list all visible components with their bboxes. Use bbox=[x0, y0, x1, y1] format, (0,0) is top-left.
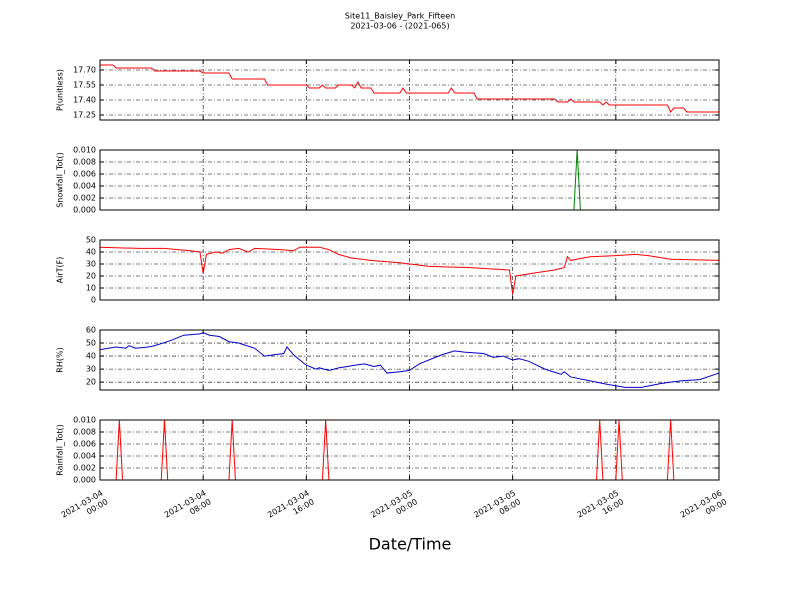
y-tick-label: 17.40 bbox=[73, 96, 96, 105]
data-line bbox=[99, 246, 720, 295]
x-tick-label: 2021-03-0600:00 bbox=[678, 488, 728, 528]
y-axis-label: AirT(F) bbox=[56, 257, 65, 284]
y-tick-label: 0.000 bbox=[73, 476, 96, 485]
y-tick-label: 0.008 bbox=[73, 428, 96, 437]
x-tick-label: 2021-03-0400:00 bbox=[59, 488, 109, 528]
y-tick-label: 0.006 bbox=[73, 440, 96, 449]
x-tick-label: 2021-03-0416:00 bbox=[266, 488, 316, 528]
y-tick-label: 0.010 bbox=[73, 146, 96, 155]
axes-frame bbox=[99, 59, 720, 121]
axes-frame bbox=[99, 329, 720, 391]
x-axis-label: Date/Time bbox=[369, 535, 452, 554]
y-tick-label: 0.008 bbox=[73, 158, 96, 167]
y-tick-label: 0.000 bbox=[73, 206, 96, 215]
y-tick-label: 0.004 bbox=[73, 452, 96, 461]
y-tick-label: 60 bbox=[86, 326, 96, 335]
data-line bbox=[99, 332, 720, 388]
y-axis-label: RH(%) bbox=[56, 347, 65, 372]
y-tick-label: 30 bbox=[86, 260, 96, 269]
y-tick-label: 0.010 bbox=[73, 416, 96, 425]
y-axis-label: P(unitless) bbox=[56, 69, 65, 111]
y-tick-label: 17.70 bbox=[73, 66, 96, 75]
axes-frame bbox=[99, 149, 720, 211]
y-tick-label: 40 bbox=[86, 352, 96, 361]
y-tick-label: 50 bbox=[86, 339, 96, 348]
y-tick-label: 0.002 bbox=[73, 464, 96, 473]
data-line bbox=[100, 64, 719, 113]
y-tick-label: 30 bbox=[86, 365, 96, 374]
y-tick-label: 17.55 bbox=[73, 81, 96, 90]
y-tick-label: 0.002 bbox=[73, 194, 96, 203]
x-tick-label: 2021-03-0408:00 bbox=[163, 488, 213, 528]
y-tick-label: 0 bbox=[91, 296, 96, 305]
y-axis-label: Rainfall_Tot() bbox=[56, 424, 65, 476]
y-tick-label: 0.004 bbox=[73, 182, 96, 191]
x-tick-label: 2021-03-0516:00 bbox=[575, 488, 625, 528]
figure-title: Site11_Baisley_Park_Fifteen bbox=[345, 12, 455, 21]
axes-frame bbox=[99, 419, 720, 481]
axes-frame bbox=[99, 239, 720, 301]
x-tick-label: 2021-03-0500:00 bbox=[369, 488, 419, 528]
y-tick-label: 20 bbox=[86, 272, 96, 281]
y-tick-label: 50 bbox=[86, 236, 96, 245]
y-tick-label: 20 bbox=[86, 378, 96, 387]
y-axis-label: Snowfall_Tot() bbox=[56, 152, 65, 208]
figure-subtitle: 2021-03-06 - (2021-065) bbox=[350, 22, 449, 31]
y-tick-label: 0.006 bbox=[73, 170, 96, 179]
y-tick-label: 17.25 bbox=[73, 111, 96, 120]
y-tick-label: 10 bbox=[86, 284, 96, 293]
y-tick-label: 40 bbox=[86, 248, 96, 257]
x-tick-label: 2021-03-0508:00 bbox=[472, 488, 522, 528]
